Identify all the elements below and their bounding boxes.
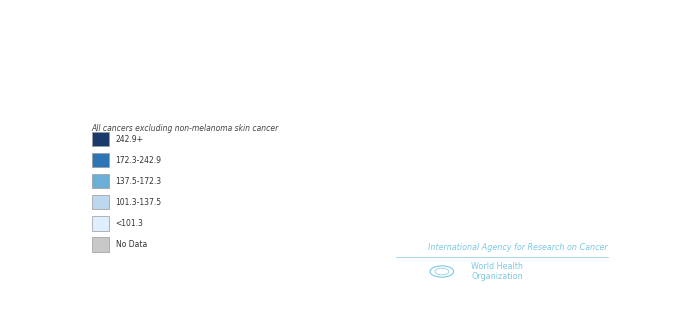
Text: 172.3-242.9: 172.3-242.9 xyxy=(116,156,161,165)
Text: All cancers excluding non-melanoma skin cancer: All cancers excluding non-melanoma skin … xyxy=(92,124,279,133)
Text: World Health
Organization: World Health Organization xyxy=(471,262,523,281)
FancyBboxPatch shape xyxy=(92,153,109,167)
FancyBboxPatch shape xyxy=(92,132,109,146)
Text: <101.3: <101.3 xyxy=(116,219,144,228)
Text: 137.5-172.3: 137.5-172.3 xyxy=(116,177,161,186)
Text: 242.9+: 242.9+ xyxy=(116,135,144,144)
FancyBboxPatch shape xyxy=(92,174,109,188)
Text: International Agency for Research on Cancer: International Agency for Research on Can… xyxy=(428,243,608,252)
Text: No Data: No Data xyxy=(116,240,147,249)
FancyBboxPatch shape xyxy=(92,237,109,252)
FancyBboxPatch shape xyxy=(92,195,109,209)
Text: 101.3-137.5: 101.3-137.5 xyxy=(116,198,161,207)
FancyBboxPatch shape xyxy=(92,216,109,230)
